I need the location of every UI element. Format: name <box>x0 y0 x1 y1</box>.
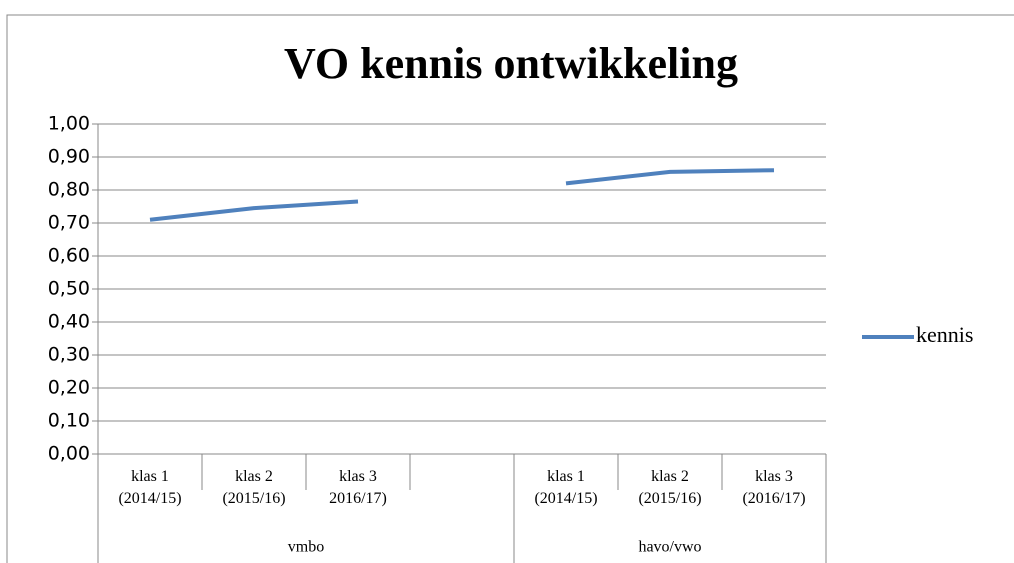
y-tick-label: 0,80 <box>48 179 90 201</box>
y-tick-label: 0,20 <box>48 377 90 399</box>
y-tick-label: 0,70 <box>48 212 90 234</box>
y-tick-label: 0,40 <box>48 311 90 333</box>
y-tick-label: 0,50 <box>48 278 90 300</box>
y-tick-label: 0,90 <box>48 146 90 168</box>
x-tick-label: klas 3 (2016/17) <box>742 468 806 507</box>
line-series <box>149 168 775 222</box>
y-tick-label: 1,00 <box>48 113 90 135</box>
x-tick-label: klas 2 (2015/16) <box>222 468 286 507</box>
y-tick-label: 0,00 <box>48 443 90 465</box>
group-label: vmbo <box>288 539 324 556</box>
chart-title: VO kennis ontwikkeling <box>284 39 738 88</box>
x-tick-label: klas 3 2016/17) <box>329 468 387 507</box>
y-tick-label: 0,10 <box>48 410 90 432</box>
chart-border <box>6 14 1014 563</box>
group-label: havo/vwo <box>638 539 701 556</box>
x-tick-label: klas 1 (2014/15) <box>534 468 598 507</box>
x-tick-label: klas 2 (2015/16) <box>638 468 702 507</box>
y-tick-label: 0,60 <box>48 245 90 267</box>
y-tick-label: 0,30 <box>48 344 90 366</box>
x-tick-label: klas 1 (2014/15) <box>118 468 182 507</box>
legend-label: kennis <box>916 322 973 347</box>
